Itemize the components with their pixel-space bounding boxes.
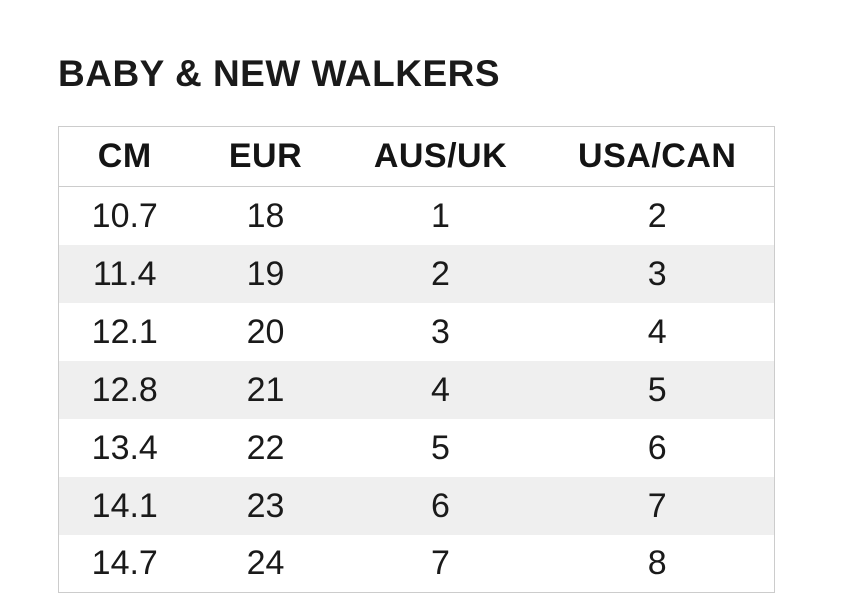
cell-usa-can: 5 — [647, 370, 667, 409]
cell-cm: 14.7 — [91, 544, 158, 583]
cell-cm: 12.8 — [91, 370, 158, 409]
size-chart-table: CM EUR AUS/UK USA/CAN 10.7 18 1 2 11.4 1… — [58, 126, 775, 593]
column-header-aus-uk: AUS/UK — [373, 137, 508, 175]
table-row: 14.7 24 7 8 — [59, 535, 775, 593]
cell-eur: 18 — [246, 196, 285, 235]
table-row: 10.7 18 1 2 — [59, 187, 775, 245]
cell-eur: 19 — [246, 254, 285, 293]
cell-aus-uk: 2 — [431, 254, 450, 293]
column-header-usa-can: USA/CAN — [578, 137, 737, 175]
cell-usa-can: 3 — [647, 254, 667, 293]
cell-aus-uk: 7 — [431, 544, 450, 583]
page-title: BABY & NEW WALKERS — [58, 53, 501, 94]
cell-usa-can: 2 — [647, 196, 667, 235]
cell-aus-uk: 4 — [431, 370, 450, 409]
cell-cm: 13.4 — [91, 428, 158, 467]
cell-aus-uk: 3 — [431, 312, 450, 351]
cell-eur: 20 — [246, 312, 285, 351]
cell-usa-can: 7 — [647, 486, 667, 525]
table-row: 12.8 21 4 5 — [58, 360, 775, 419]
cell-aus-uk: 6 — [431, 486, 450, 525]
table-row: 12.1 20 3 4 — [59, 303, 775, 361]
cell-eur: 22 — [246, 428, 285, 467]
cell-cm: 10.7 — [91, 196, 158, 235]
column-header-eur: EUR — [228, 137, 303, 175]
table-header-row: CM EUR AUS/UK USA/CAN — [58, 126, 775, 187]
column-header-cm: CM — [97, 137, 152, 175]
cell-cm: 11.4 — [92, 254, 157, 293]
cell-usa-can: 8 — [647, 544, 667, 583]
cell-usa-can: 4 — [647, 312, 667, 351]
cell-aus-uk: 1 — [431, 196, 450, 235]
cell-eur: 23 — [246, 486, 285, 525]
table-row: 11.4 19 2 3 — [58, 244, 775, 303]
cell-aus-uk: 5 — [431, 428, 450, 467]
table-row: 13.4 22 5 6 — [59, 419, 775, 477]
cell-eur: 21 — [246, 370, 285, 409]
table-row: 14.1 23 6 7 — [58, 476, 775, 535]
cell-cm: 14.1 — [91, 486, 158, 525]
cell-eur: 24 — [246, 544, 285, 583]
cell-usa-can: 6 — [647, 428, 667, 467]
cell-cm: 12.1 — [91, 312, 158, 351]
